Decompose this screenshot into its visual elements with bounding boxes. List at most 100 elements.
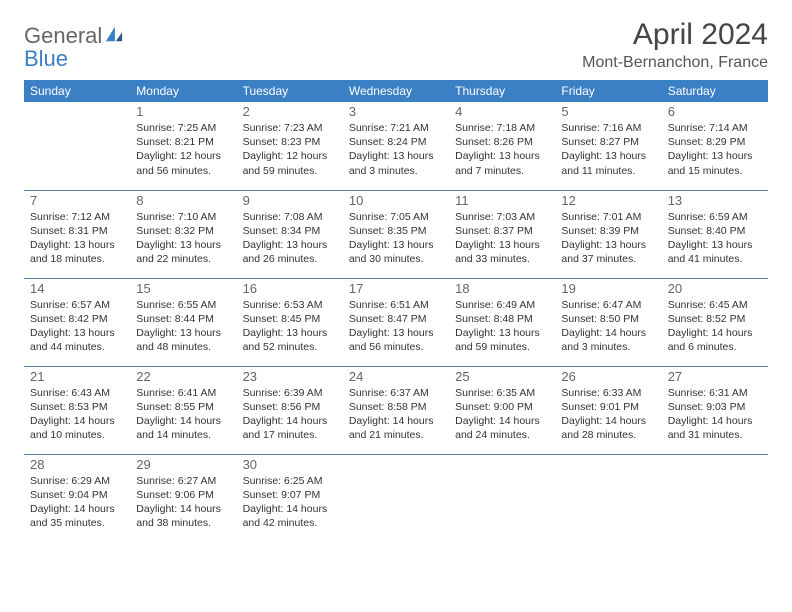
weekday-header: Wednesday [343,80,449,102]
daylight-text: Daylight: 14 hours and 35 minutes. [30,502,124,530]
daylight-text: Daylight: 14 hours and 24 minutes. [455,414,549,442]
day-number: 16 [243,281,337,296]
calendar-day-cell: 20Sunrise: 6:45 AMSunset: 8:52 PMDayligh… [662,278,768,366]
weekday-header: Friday [555,80,661,102]
day-number: 1 [136,104,230,119]
calendar-day-cell: 12Sunrise: 7:01 AMSunset: 8:39 PMDayligh… [555,190,661,278]
sunset-text: Sunset: 8:34 PM [243,224,337,238]
sunset-text: Sunset: 8:42 PM [30,312,124,326]
calendar-day-cell: 7Sunrise: 7:12 AMSunset: 8:31 PMDaylight… [24,190,130,278]
sunset-text: Sunset: 8:47 PM [349,312,443,326]
daylight-text: Daylight: 12 hours and 56 minutes. [136,149,230,177]
sunrise-text: Sunrise: 7:21 AM [349,121,443,135]
sunset-text: Sunset: 8:29 PM [668,135,762,149]
sunrise-text: Sunrise: 7:03 AM [455,210,549,224]
calendar-day-cell: 28Sunrise: 6:29 AMSunset: 9:04 PMDayligh… [24,454,130,542]
sunset-text: Sunset: 8:50 PM [561,312,655,326]
day-number: 26 [561,369,655,384]
day-number: 22 [136,369,230,384]
sunrise-text: Sunrise: 6:33 AM [561,386,655,400]
calendar-day-cell: 10Sunrise: 7:05 AMSunset: 8:35 PMDayligh… [343,190,449,278]
sunrise-text: Sunrise: 7:25 AM [136,121,230,135]
sunset-text: Sunset: 8:31 PM [30,224,124,238]
day-number: 7 [30,193,124,208]
calendar-day-cell: 24Sunrise: 6:37 AMSunset: 8:58 PMDayligh… [343,366,449,454]
day-number: 29 [136,457,230,472]
sunrise-text: Sunrise: 6:45 AM [668,298,762,312]
daylight-text: Daylight: 13 hours and 7 minutes. [455,149,549,177]
calendar-day-cell: 25Sunrise: 6:35 AMSunset: 9:00 PMDayligh… [449,366,555,454]
sunrise-text: Sunrise: 7:05 AM [349,210,443,224]
sunset-text: Sunset: 8:58 PM [349,400,443,414]
day-number: 15 [136,281,230,296]
sunset-text: Sunset: 8:23 PM [243,135,337,149]
weekday-header: Saturday [662,80,768,102]
calendar-day-cell: 29 Sunrise: 6:27 AMSunset: 9:06 PMDayligh… [130,454,236,542]
day-number: 6 [668,104,762,119]
daylight-text: Daylight: 14 hours and 31 minutes. [668,414,762,442]
calendar-day-cell: 23Sunrise: 6:39 AMSunset: 8:56 PMDayligh… [237,366,343,454]
calendar-day-cell: 26 Sunrise: 6:33 AMSunset: 9:01 PMDayligh… [555,366,661,454]
sunrise-text: Sunrise: 6:53 AM [243,298,337,312]
sunrise-text: Sunrise: 6:59 AM [668,210,762,224]
day-number: 30 [243,457,337,472]
calendar-day-cell: 3Sunrise: 7:21 AMSunset: 8:24 PMDaylight… [343,102,449,190]
daylight-text: Daylight: 14 hours and 21 minutes. [349,414,443,442]
sunrise-text: Sunrise: 7:10 AM [136,210,230,224]
daylight-text: Daylight: 14 hours and 42 minutes. [243,502,337,530]
sunrise-text: Sunrise: 6:37 AM [349,386,443,400]
day-number: 25 [455,369,549,384]
calendar-day-cell [449,454,555,542]
calendar-day-cell: 4Sunrise: 7:18 AMSunset: 8:26 PMDaylight… [449,102,555,190]
day-number: 9 [243,193,337,208]
sunrise-text: Sunrise: 6:27 AM [136,474,230,488]
daylight-text: Daylight: 14 hours and 14 minutes. [136,414,230,442]
calendar-day-cell: 19Sunrise: 6:47 AMSunset: 8:50 PMDayligh… [555,278,661,366]
calendar-day-cell: 18Sunrise: 6:49 AMSunset: 8:48 PMDayligh… [449,278,555,366]
day-number: 13 [668,193,762,208]
calendar-day-cell: 1 Sunrise: 7:25 AMSunset: 8:21 PMDaylight… [130,102,236,190]
location: Mont-Bernanchon, France [582,54,768,72]
daylight-text: Daylight: 13 hours and 52 minutes. [243,326,337,354]
daylight-text: Daylight: 13 hours and 30 minutes. [349,238,443,266]
sunset-text: Sunset: 9:06 PM [136,488,230,502]
sunset-text: Sunset: 8:24 PM [349,135,443,149]
sunset-text: Sunset: 9:01 PM [561,400,655,414]
calendar-day-cell: 21Sunrise: 6:43 AMSunset: 8:53 PMDayligh… [24,366,130,454]
sunset-text: Sunset: 8:21 PM [136,135,230,149]
daylight-text: Daylight: 13 hours and 3 minutes. [349,149,443,177]
logo-sail-icon [104,24,124,47]
daylight-text: Daylight: 14 hours and 28 minutes. [561,414,655,442]
calendar-week-row: 28Sunrise: 6:29 AMSunset: 9:04 PMDayligh… [24,454,768,542]
day-number: 2 [243,104,337,119]
daylight-text: Daylight: 14 hours and 38 minutes. [136,502,230,530]
calendar-day-cell: 9Sunrise: 7:08 AMSunset: 8:34 PMDaylight… [237,190,343,278]
sunrise-text: Sunrise: 6:41 AM [136,386,230,400]
sunset-text: Sunset: 8:56 PM [243,400,337,414]
calendar-day-cell: 30Sunrise: 6:25 AMSunset: 9:07 PMDayligh… [237,454,343,542]
calendar-day-cell: 6Sunrise: 7:14 AMSunset: 8:29 PMDaylight… [662,102,768,190]
sunrise-text: Sunrise: 6:55 AM [136,298,230,312]
sunrise-text: Sunrise: 6:51 AM [349,298,443,312]
day-number: 17 [349,281,443,296]
day-number: 18 [455,281,549,296]
calendar-day-cell: 11Sunrise: 7:03 AMSunset: 8:37 PMDayligh… [449,190,555,278]
daylight-text: Daylight: 13 hours and 44 minutes. [30,326,124,354]
calendar-day-cell: 5Sunrise: 7:16 AMSunset: 8:27 PMDaylight… [555,102,661,190]
weekday-header: Tuesday [237,80,343,102]
daylight-text: Daylight: 14 hours and 3 minutes. [561,326,655,354]
day-number: 20 [668,281,762,296]
sunrise-text: Sunrise: 6:57 AM [30,298,124,312]
daylight-text: Daylight: 13 hours and 48 minutes. [136,326,230,354]
sunset-text: Sunset: 8:45 PM [243,312,337,326]
daylight-text: Daylight: 14 hours and 10 minutes. [30,414,124,442]
sunset-text: Sunset: 8:52 PM [668,312,762,326]
calendar-day-cell: 8Sunrise: 7:10 AMSunset: 8:32 PMDaylight… [130,190,236,278]
sunset-text: Sunset: 9:07 PM [243,488,337,502]
logo: GeneralBlue [24,18,124,70]
sunset-text: Sunset: 8:32 PM [136,224,230,238]
calendar-day-cell: 16 Sunrise: 6:53 AMSunset: 8:45 PMDayligh… [237,278,343,366]
day-number: 21 [30,369,124,384]
title-block: April 2024 Mont-Bernanchon, France [582,18,768,72]
calendar-head: SundayMondayTuesdayWednesdayThursdayFrid… [24,80,768,102]
